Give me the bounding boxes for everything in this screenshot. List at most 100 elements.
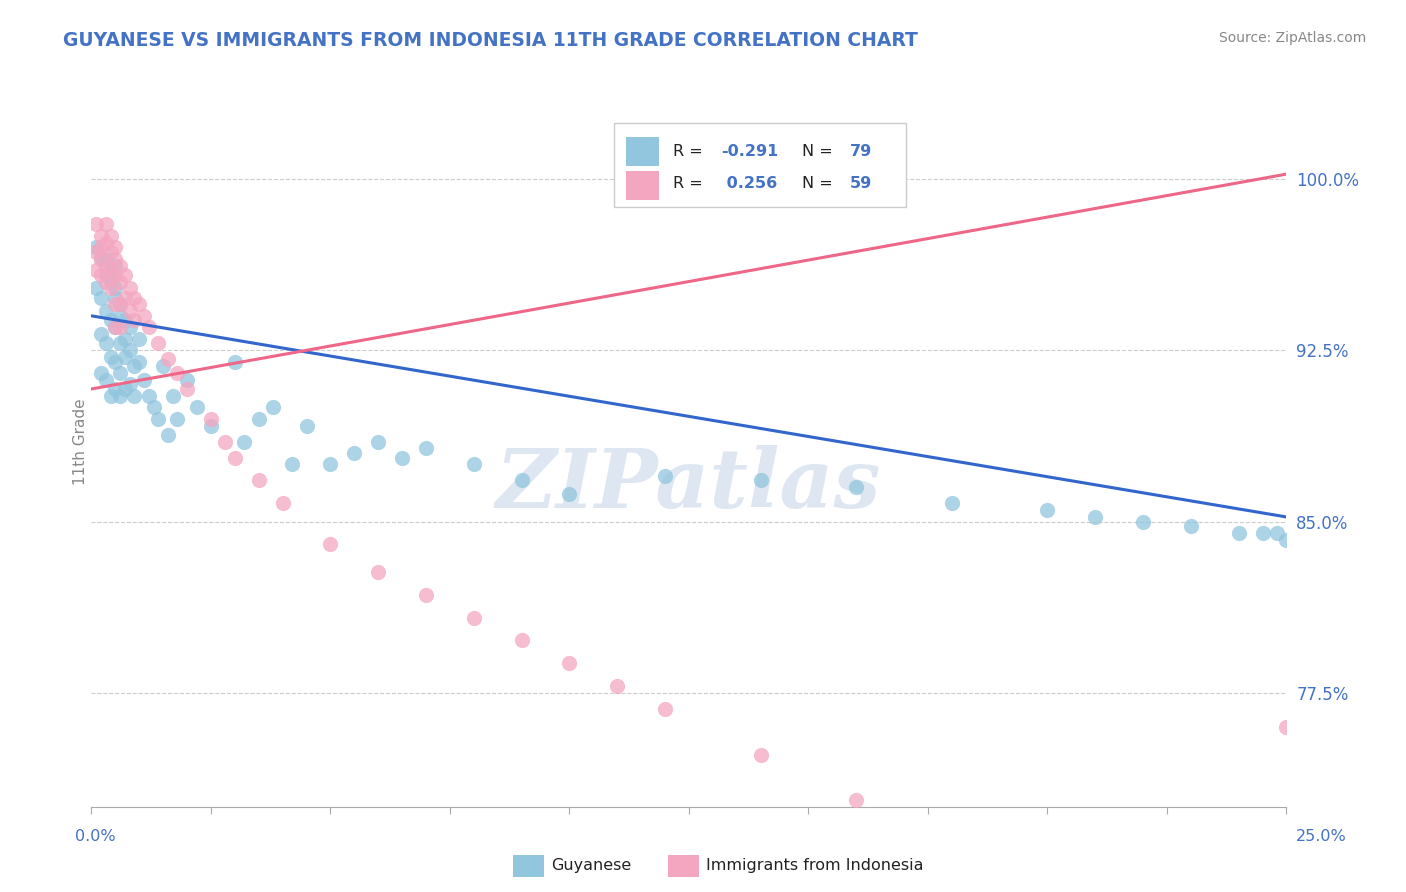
Point: [233, 434, 256, 449]
Point: [367, 565, 389, 579]
Point: [200, 418, 222, 433]
Point: [941, 834, 963, 848]
Point: [118, 343, 141, 358]
Point: [108, 389, 131, 403]
Point: [148, 336, 170, 351]
Point: [606, 679, 628, 693]
FancyBboxPatch shape: [626, 171, 659, 200]
Text: Source: ZipAtlas.com: Source: ZipAtlas.com: [1219, 31, 1367, 45]
Point: [128, 297, 150, 311]
FancyBboxPatch shape: [626, 136, 659, 166]
Point: [156, 352, 179, 367]
Point: [941, 496, 963, 510]
Point: [224, 354, 246, 368]
Text: 0.0%: 0.0%: [76, 830, 115, 844]
Point: [319, 458, 342, 472]
Point: [510, 633, 533, 648]
Point: [138, 320, 160, 334]
Text: 0.256: 0.256: [721, 176, 778, 191]
Point: [463, 458, 485, 472]
Point: [90, 291, 112, 305]
Text: 25.0%: 25.0%: [1296, 830, 1347, 844]
Point: [1275, 720, 1298, 734]
Text: N =: N =: [803, 144, 838, 159]
Point: [1275, 533, 1298, 547]
Point: [1180, 519, 1202, 533]
Point: [463, 610, 485, 624]
Point: [1313, 519, 1336, 533]
Point: [104, 320, 127, 334]
Point: [1084, 885, 1107, 892]
Point: [142, 401, 165, 415]
Point: [94, 268, 117, 282]
Point: [152, 359, 174, 373]
Point: [124, 359, 146, 373]
Point: [104, 354, 127, 368]
Point: [90, 366, 112, 380]
Point: [247, 411, 270, 425]
Point: [90, 268, 112, 282]
Point: [138, 389, 160, 403]
Point: [84, 218, 107, 232]
Point: [108, 275, 131, 289]
Point: [214, 434, 236, 449]
Point: [558, 657, 581, 671]
Y-axis label: 11th Grade: 11th Grade: [73, 398, 87, 485]
Point: [367, 434, 389, 449]
Point: [295, 418, 318, 433]
Point: [510, 474, 533, 488]
Point: [100, 263, 122, 277]
Point: [845, 480, 868, 494]
Point: [108, 297, 131, 311]
Point: [84, 244, 107, 259]
Text: -0.291: -0.291: [721, 144, 779, 159]
Point: [108, 259, 131, 273]
Point: [94, 304, 117, 318]
Point: [108, 366, 131, 380]
Point: [104, 297, 127, 311]
Point: [100, 275, 122, 289]
Point: [654, 702, 676, 716]
Point: [1132, 515, 1154, 529]
Point: [156, 427, 179, 442]
Point: [319, 537, 342, 551]
Point: [124, 291, 146, 305]
Point: [1265, 526, 1288, 541]
Point: [1285, 519, 1308, 533]
Point: [749, 747, 772, 762]
Point: [118, 281, 141, 295]
Point: [262, 401, 284, 415]
Point: [845, 793, 868, 807]
Point: [124, 313, 146, 327]
Point: [94, 252, 117, 266]
Point: [104, 259, 127, 273]
Point: [100, 350, 122, 364]
Point: [94, 275, 117, 289]
Point: [84, 240, 107, 254]
Point: [200, 411, 222, 425]
Point: [247, 474, 270, 488]
Point: [100, 389, 122, 403]
Point: [118, 320, 141, 334]
Point: [104, 240, 127, 254]
Point: [108, 309, 131, 323]
Point: [104, 281, 127, 295]
Text: 59: 59: [851, 176, 873, 191]
Point: [1036, 869, 1059, 883]
Point: [94, 259, 117, 273]
Point: [1299, 510, 1322, 524]
Point: [415, 442, 437, 456]
Point: [415, 588, 437, 602]
Point: [104, 320, 127, 334]
Point: [118, 304, 141, 318]
Point: [128, 332, 150, 346]
Point: [84, 263, 107, 277]
Text: N =: N =: [803, 176, 838, 191]
Point: [108, 336, 131, 351]
Point: [114, 313, 136, 327]
Point: [114, 291, 136, 305]
Point: [114, 332, 136, 346]
Point: [558, 487, 581, 501]
Point: [654, 468, 676, 483]
Point: [90, 252, 112, 266]
